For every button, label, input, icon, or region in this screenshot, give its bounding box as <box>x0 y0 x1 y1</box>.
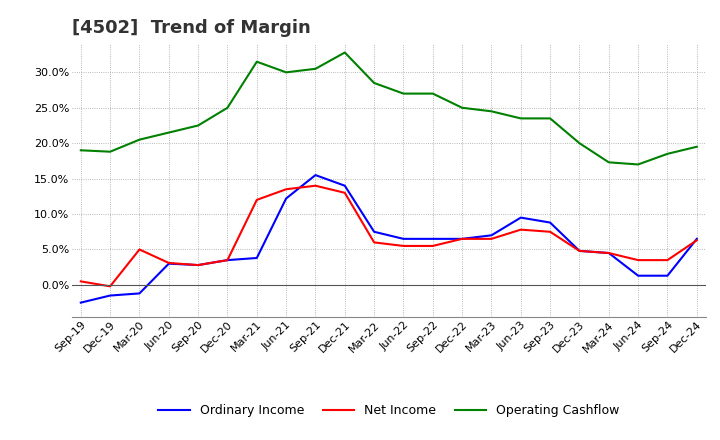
Ordinary Income <box>458 236 467 242</box>
Operating Cashflow <box>311 66 320 71</box>
Net Income <box>575 248 584 253</box>
Ordinary Income <box>516 215 525 220</box>
Net Income <box>76 279 85 284</box>
Operating Cashflow <box>253 59 261 64</box>
Net Income <box>311 183 320 188</box>
Operating Cashflow <box>194 123 202 128</box>
Ordinary Income <box>341 183 349 188</box>
Operating Cashflow <box>399 91 408 96</box>
Operating Cashflow <box>135 137 144 142</box>
Net Income <box>428 243 437 249</box>
Net Income <box>223 257 232 263</box>
Operating Cashflow <box>106 149 114 154</box>
Net Income <box>487 236 496 242</box>
Operating Cashflow <box>546 116 554 121</box>
Ordinary Income <box>575 248 584 253</box>
Net Income <box>634 257 642 263</box>
Operating Cashflow <box>693 144 701 150</box>
Operating Cashflow <box>575 140 584 146</box>
Net Income <box>106 284 114 289</box>
Net Income <box>370 240 379 245</box>
Net Income <box>458 236 467 242</box>
Ordinary Income <box>605 250 613 256</box>
Operating Cashflow <box>76 148 85 153</box>
Operating Cashflow <box>487 109 496 114</box>
Operating Cashflow <box>516 116 525 121</box>
Line: Ordinary Income: Ordinary Income <box>81 175 697 303</box>
Net Income <box>253 197 261 202</box>
Net Income <box>663 257 672 263</box>
Ordinary Income <box>634 273 642 279</box>
Net Income <box>605 250 613 256</box>
Operating Cashflow <box>634 162 642 167</box>
Line: Net Income: Net Income <box>81 186 697 286</box>
Net Income <box>164 260 173 266</box>
Ordinary Income <box>194 262 202 268</box>
Ordinary Income <box>311 172 320 178</box>
Operating Cashflow <box>341 50 349 55</box>
Ordinary Income <box>164 261 173 266</box>
Ordinary Income <box>370 229 379 235</box>
Ordinary Income <box>106 293 114 298</box>
Operating Cashflow <box>458 105 467 110</box>
Line: Operating Cashflow: Operating Cashflow <box>81 52 697 165</box>
Net Income <box>282 187 290 192</box>
Net Income <box>399 243 408 249</box>
Ordinary Income <box>282 196 290 201</box>
Text: [4502]  Trend of Margin: [4502] Trend of Margin <box>72 19 311 37</box>
Operating Cashflow <box>223 105 232 110</box>
Ordinary Income <box>76 300 85 305</box>
Ordinary Income <box>428 236 437 242</box>
Net Income <box>546 229 554 235</box>
Operating Cashflow <box>370 81 379 86</box>
Net Income <box>693 238 701 243</box>
Net Income <box>516 227 525 232</box>
Ordinary Income <box>546 220 554 225</box>
Ordinary Income <box>693 236 701 242</box>
Ordinary Income <box>399 236 408 242</box>
Operating Cashflow <box>428 91 437 96</box>
Net Income <box>194 262 202 268</box>
Operating Cashflow <box>164 130 173 135</box>
Ordinary Income <box>253 255 261 260</box>
Operating Cashflow <box>663 151 672 157</box>
Ordinary Income <box>663 273 672 279</box>
Net Income <box>341 190 349 195</box>
Legend: Ordinary Income, Net Income, Operating Cashflow: Ordinary Income, Net Income, Operating C… <box>153 400 624 422</box>
Ordinary Income <box>223 257 232 263</box>
Net Income <box>135 247 144 252</box>
Ordinary Income <box>135 291 144 296</box>
Operating Cashflow <box>282 70 290 75</box>
Ordinary Income <box>487 233 496 238</box>
Operating Cashflow <box>605 160 613 165</box>
